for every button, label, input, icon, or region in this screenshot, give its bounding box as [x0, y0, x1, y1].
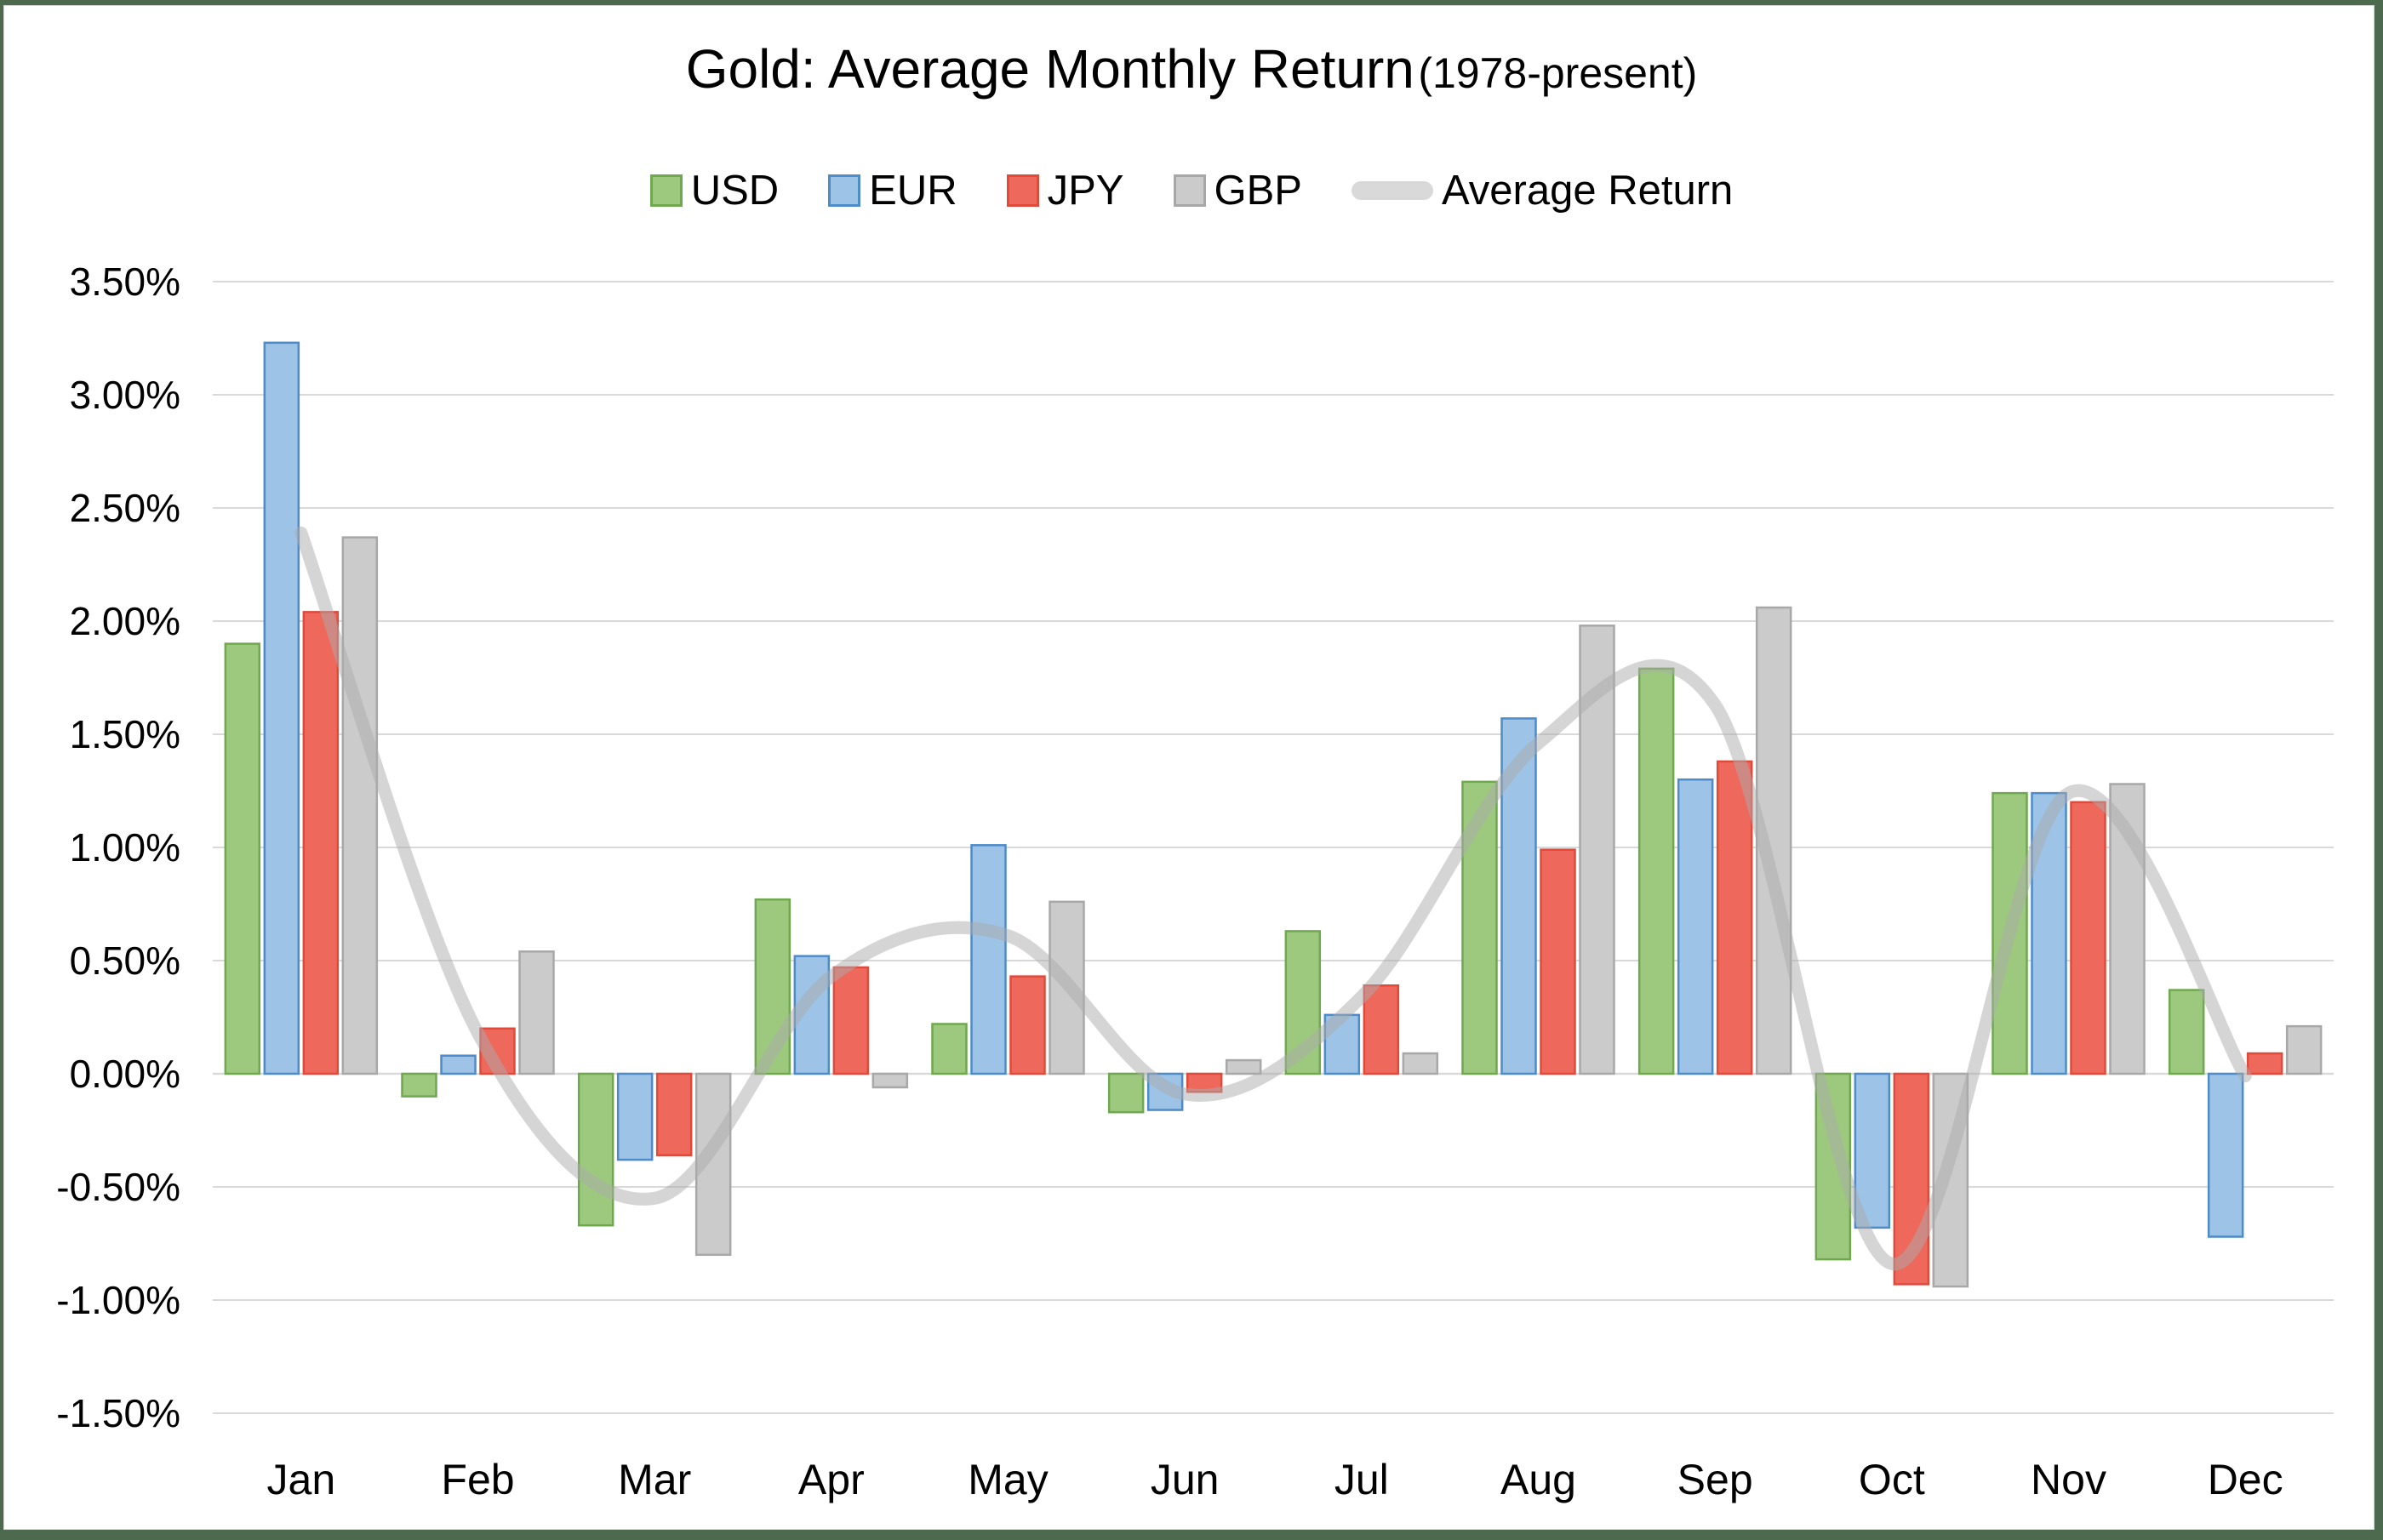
y-tick-label: 1.50% — [70, 712, 180, 756]
legend-item-average-return: Average Return — [1351, 167, 1734, 214]
bar-usd-nov — [1992, 791, 2028, 1075]
gbp-swatch-icon — [1173, 174, 1206, 207]
legend-label-gbp: GBP — [1214, 168, 1302, 214]
bar-usd-may — [931, 1023, 968, 1075]
legend-label-jpy: JPY — [1047, 168, 1124, 214]
bar-jpy-jan — [302, 611, 340, 1075]
bar-eur-oct — [1854, 1072, 1891, 1229]
chart-panel — [3, 5, 2374, 1530]
bar-eur-dec — [2207, 1072, 2244, 1238]
x-axis-label: Apr — [798, 1456, 865, 1503]
average-return-line — [294, 526, 2252, 1270]
x-axis-label: Feb — [441, 1456, 514, 1503]
y-tick-label: 2.50% — [70, 486, 180, 530]
legend-label-average-return: Average Return — [1441, 168, 1734, 214]
y-tick-label: 0.00% — [70, 1052, 180, 1096]
bar-jpy-sep — [1716, 760, 1753, 1075]
usd-swatch-icon — [649, 174, 683, 207]
bar-gbp-jun — [1225, 1058, 1262, 1075]
y-tick-label: 3.50% — [70, 260, 180, 304]
bar-eur-sep — [1677, 778, 1714, 1075]
legend: USD EUR JPY GBP Average Return — [0, 167, 2383, 214]
bar-jpy-dec — [2246, 1052, 2283, 1075]
x-axis-label: Jan — [267, 1456, 336, 1503]
bar-gbp-jul — [1402, 1052, 1439, 1075]
bar-gbp-jan — [341, 536, 379, 1075]
legend-item-jpy: JPY — [1006, 167, 1124, 214]
bar-gbp-feb — [518, 950, 555, 1075]
bar-jpy-mar — [655, 1072, 693, 1157]
legend-item-eur: EUR — [828, 167, 957, 214]
bar-jpy-apr — [832, 966, 870, 1075]
bar-gbp-apr — [871, 1072, 909, 1089]
y-tick-label: -1.50% — [56, 1391, 180, 1435]
bar-usd-dec — [2168, 989, 2205, 1075]
eur-swatch-icon — [828, 174, 861, 207]
bar-jpy-may — [1009, 975, 1046, 1075]
chart-title: Gold: Average Monthly Return (1978-prese… — [0, 37, 2383, 100]
average-return-line-swatch-icon — [1351, 181, 1433, 200]
bar-eur-mar — [616, 1072, 654, 1161]
bar-eur-may — [970, 844, 1007, 1075]
y-tick-label: 3.00% — [70, 373, 180, 417]
x-axis-label: Jun — [1151, 1456, 1220, 1503]
bar-jpy-aug — [1540, 848, 1576, 1075]
y-tick-label: 2.00% — [70, 599, 180, 643]
bar-usd-sep — [1637, 667, 1675, 1075]
bar-jpy-jul — [1363, 984, 1400, 1075]
legend-label-usd: USD — [690, 168, 780, 214]
legend-label-eur: EUR — [869, 168, 957, 214]
bar-usd-jun — [1107, 1072, 1145, 1114]
bar-eur-jan — [263, 341, 300, 1075]
legend-item-usd: USD — [649, 167, 780, 214]
bar-gbp-dec — [2285, 1024, 2323, 1075]
x-axis-label: Aug — [1500, 1456, 1576, 1503]
x-axis-label: Nov — [2031, 1456, 2106, 1503]
y-tick-label: 1.00% — [70, 825, 180, 870]
bar-jpy-nov — [2070, 801, 2106, 1075]
bar-eur-feb — [440, 1054, 477, 1075]
x-axis-label: Mar — [618, 1456, 691, 1503]
y-tick-label: -1.00% — [56, 1278, 180, 1322]
x-axis-label: Jul — [1334, 1456, 1389, 1503]
x-axis-label: May — [968, 1456, 1048, 1503]
bar-usd-feb — [401, 1072, 437, 1098]
legend-item-gbp: GBP — [1173, 167, 1302, 214]
bar-usd-mar — [577, 1072, 614, 1227]
bar-usd-jan — [224, 642, 261, 1075]
chart-title-main: Gold: Average Monthly Return — [685, 38, 1414, 100]
bar-eur-aug — [1500, 717, 1537, 1075]
jpy-swatch-icon — [1006, 174, 1039, 207]
y-tick-label: -0.50% — [56, 1165, 180, 1209]
y-tick-label: 0.50% — [70, 938, 180, 983]
x-axis-label: Oct — [1859, 1456, 1925, 1503]
x-axis-label: Sep — [1677, 1456, 1753, 1503]
x-axis-label: Dec — [2208, 1456, 2283, 1503]
chart-title-suffix: (1978-present) — [1418, 49, 1698, 97]
